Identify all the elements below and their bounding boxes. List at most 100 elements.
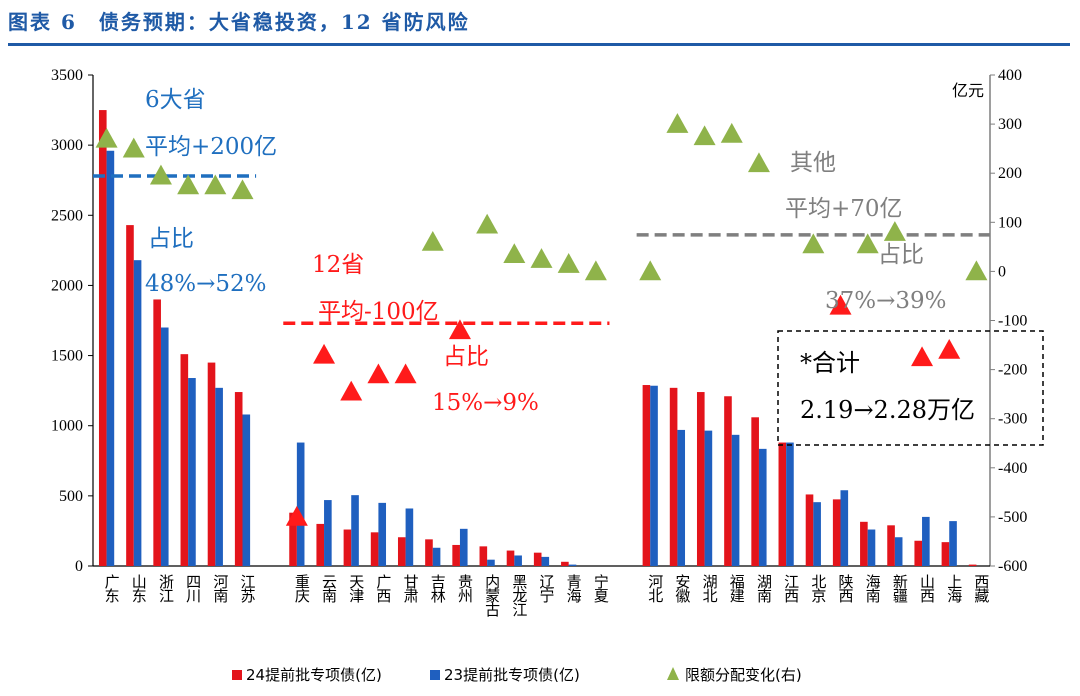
change-marker xyxy=(231,179,254,200)
left-tick-label: 3500 xyxy=(51,67,83,84)
bar-23 xyxy=(677,429,686,566)
left-tick-label: 2000 xyxy=(51,277,83,294)
change-marker xyxy=(938,338,961,359)
category-label: 四川 xyxy=(184,574,202,603)
change-marker xyxy=(177,174,200,195)
category-label: 河南 xyxy=(211,574,229,603)
bar-23 xyxy=(758,448,767,566)
bar-23 xyxy=(296,442,305,566)
right-axis-unit: 亿元 xyxy=(952,81,984,100)
category-label: 海南 xyxy=(864,574,882,603)
bar-23 xyxy=(188,378,196,566)
bar-24 xyxy=(479,546,488,566)
category-label: 甘肃 xyxy=(402,574,420,603)
category-label: 黑龙江 xyxy=(510,574,528,617)
change-marker xyxy=(584,260,607,281)
right-tick-label: 0 xyxy=(998,263,1006,280)
change-marker xyxy=(747,152,770,173)
bar-23 xyxy=(704,430,713,566)
annotation-12-avg: 平均-100亿 xyxy=(318,299,439,325)
left-tick-label: 1000 xyxy=(51,418,83,435)
bar-23 xyxy=(160,327,169,566)
change-marker xyxy=(367,363,390,384)
left-tick-label: 2500 xyxy=(51,207,83,224)
legend-swatch-23 xyxy=(430,670,440,680)
annotation-other-share: 37%→39% xyxy=(825,288,947,314)
chart-title: 图表 6 债务预期：大省稳投资，12 省防风险 xyxy=(8,10,470,34)
bar-24 xyxy=(126,225,134,566)
category-label: 江苏 xyxy=(239,574,257,604)
bar-24 xyxy=(425,539,433,566)
left-tick-label: 0 xyxy=(75,558,83,575)
change-marker xyxy=(149,164,172,185)
bar-23 xyxy=(324,500,332,566)
right-tick-label: 100 xyxy=(998,214,1022,231)
bar-23 xyxy=(650,385,658,566)
bar-24 xyxy=(914,540,923,566)
title-bar: 图表 6 债务预期：大省稳投资，12 省防风险 xyxy=(0,0,1080,46)
bar-24 xyxy=(860,521,868,566)
change-marker xyxy=(421,230,444,251)
change-marker xyxy=(394,363,417,384)
category-label: 安徽 xyxy=(673,574,691,603)
bar-24 xyxy=(506,550,515,566)
bar-23 xyxy=(786,442,794,566)
category-label: 辽宁 xyxy=(538,574,556,603)
category-label: 贵州 xyxy=(456,574,474,603)
legend-label-change: 限额分配变化(右) xyxy=(685,666,802,684)
bar-23 xyxy=(813,502,821,566)
bar-23 xyxy=(894,537,903,566)
change-marker xyxy=(829,294,852,315)
bar-23 xyxy=(432,547,441,566)
bar-23 xyxy=(949,521,957,566)
category-label: 内蒙古 xyxy=(483,574,501,617)
bar-23 xyxy=(514,555,522,566)
change-marker xyxy=(666,113,689,133)
bar-24 xyxy=(153,299,161,566)
category-label: 河北 xyxy=(646,574,664,603)
legend-label-23: 23提前批专项债(亿) xyxy=(444,666,580,684)
change-marker xyxy=(720,122,743,143)
left-tick-label: 500 xyxy=(59,488,83,505)
change-marker xyxy=(448,319,471,340)
change-marker xyxy=(503,243,526,264)
bar-23 xyxy=(378,502,387,566)
bar-24 xyxy=(751,417,759,566)
change-marker xyxy=(530,248,553,268)
bar-24 xyxy=(207,362,216,566)
bar-24 xyxy=(98,110,107,567)
annotation-big-title: 6大省 xyxy=(145,87,206,113)
bar-24 xyxy=(724,396,732,566)
title-underline xyxy=(8,43,1070,46)
annotation-total-value: 2.19→2.28万亿 xyxy=(800,396,975,424)
annotation-other-avg: 平均+70亿 xyxy=(785,196,903,222)
category-label: 天津 xyxy=(347,574,365,603)
bar-23 xyxy=(215,387,223,566)
change-marker xyxy=(204,174,227,195)
bar-23 xyxy=(351,495,359,566)
category-label: 江西 xyxy=(782,574,800,603)
bar-23 xyxy=(106,150,115,567)
category-label: 宁夏 xyxy=(592,574,610,603)
change-marker xyxy=(476,213,499,234)
right-tick-label: 200 xyxy=(998,165,1022,182)
annotation-12-share: 15%→9% xyxy=(432,390,539,416)
right-tick-label: -100 xyxy=(998,313,1027,330)
legend-swatch-24 xyxy=(232,670,242,680)
category-label: 陕西 xyxy=(837,574,855,603)
bar-23 xyxy=(922,516,930,566)
category-label: 北京 xyxy=(809,574,827,604)
category-label: 浙江 xyxy=(157,574,175,603)
bar-24 xyxy=(832,499,841,566)
change-marker xyxy=(340,380,363,401)
annotation-total-title: *合计 xyxy=(800,349,860,377)
change-marker xyxy=(911,346,934,367)
legend-label-24: 24提前批专项债(亿) xyxy=(246,666,382,684)
bar-23 xyxy=(541,556,550,566)
bar-24 xyxy=(968,564,977,566)
bar-24 xyxy=(778,442,787,566)
left-tick-label: 3000 xyxy=(51,137,83,154)
bar-24 xyxy=(887,525,895,566)
bar-24 xyxy=(533,552,542,566)
bar-24 xyxy=(180,354,189,566)
